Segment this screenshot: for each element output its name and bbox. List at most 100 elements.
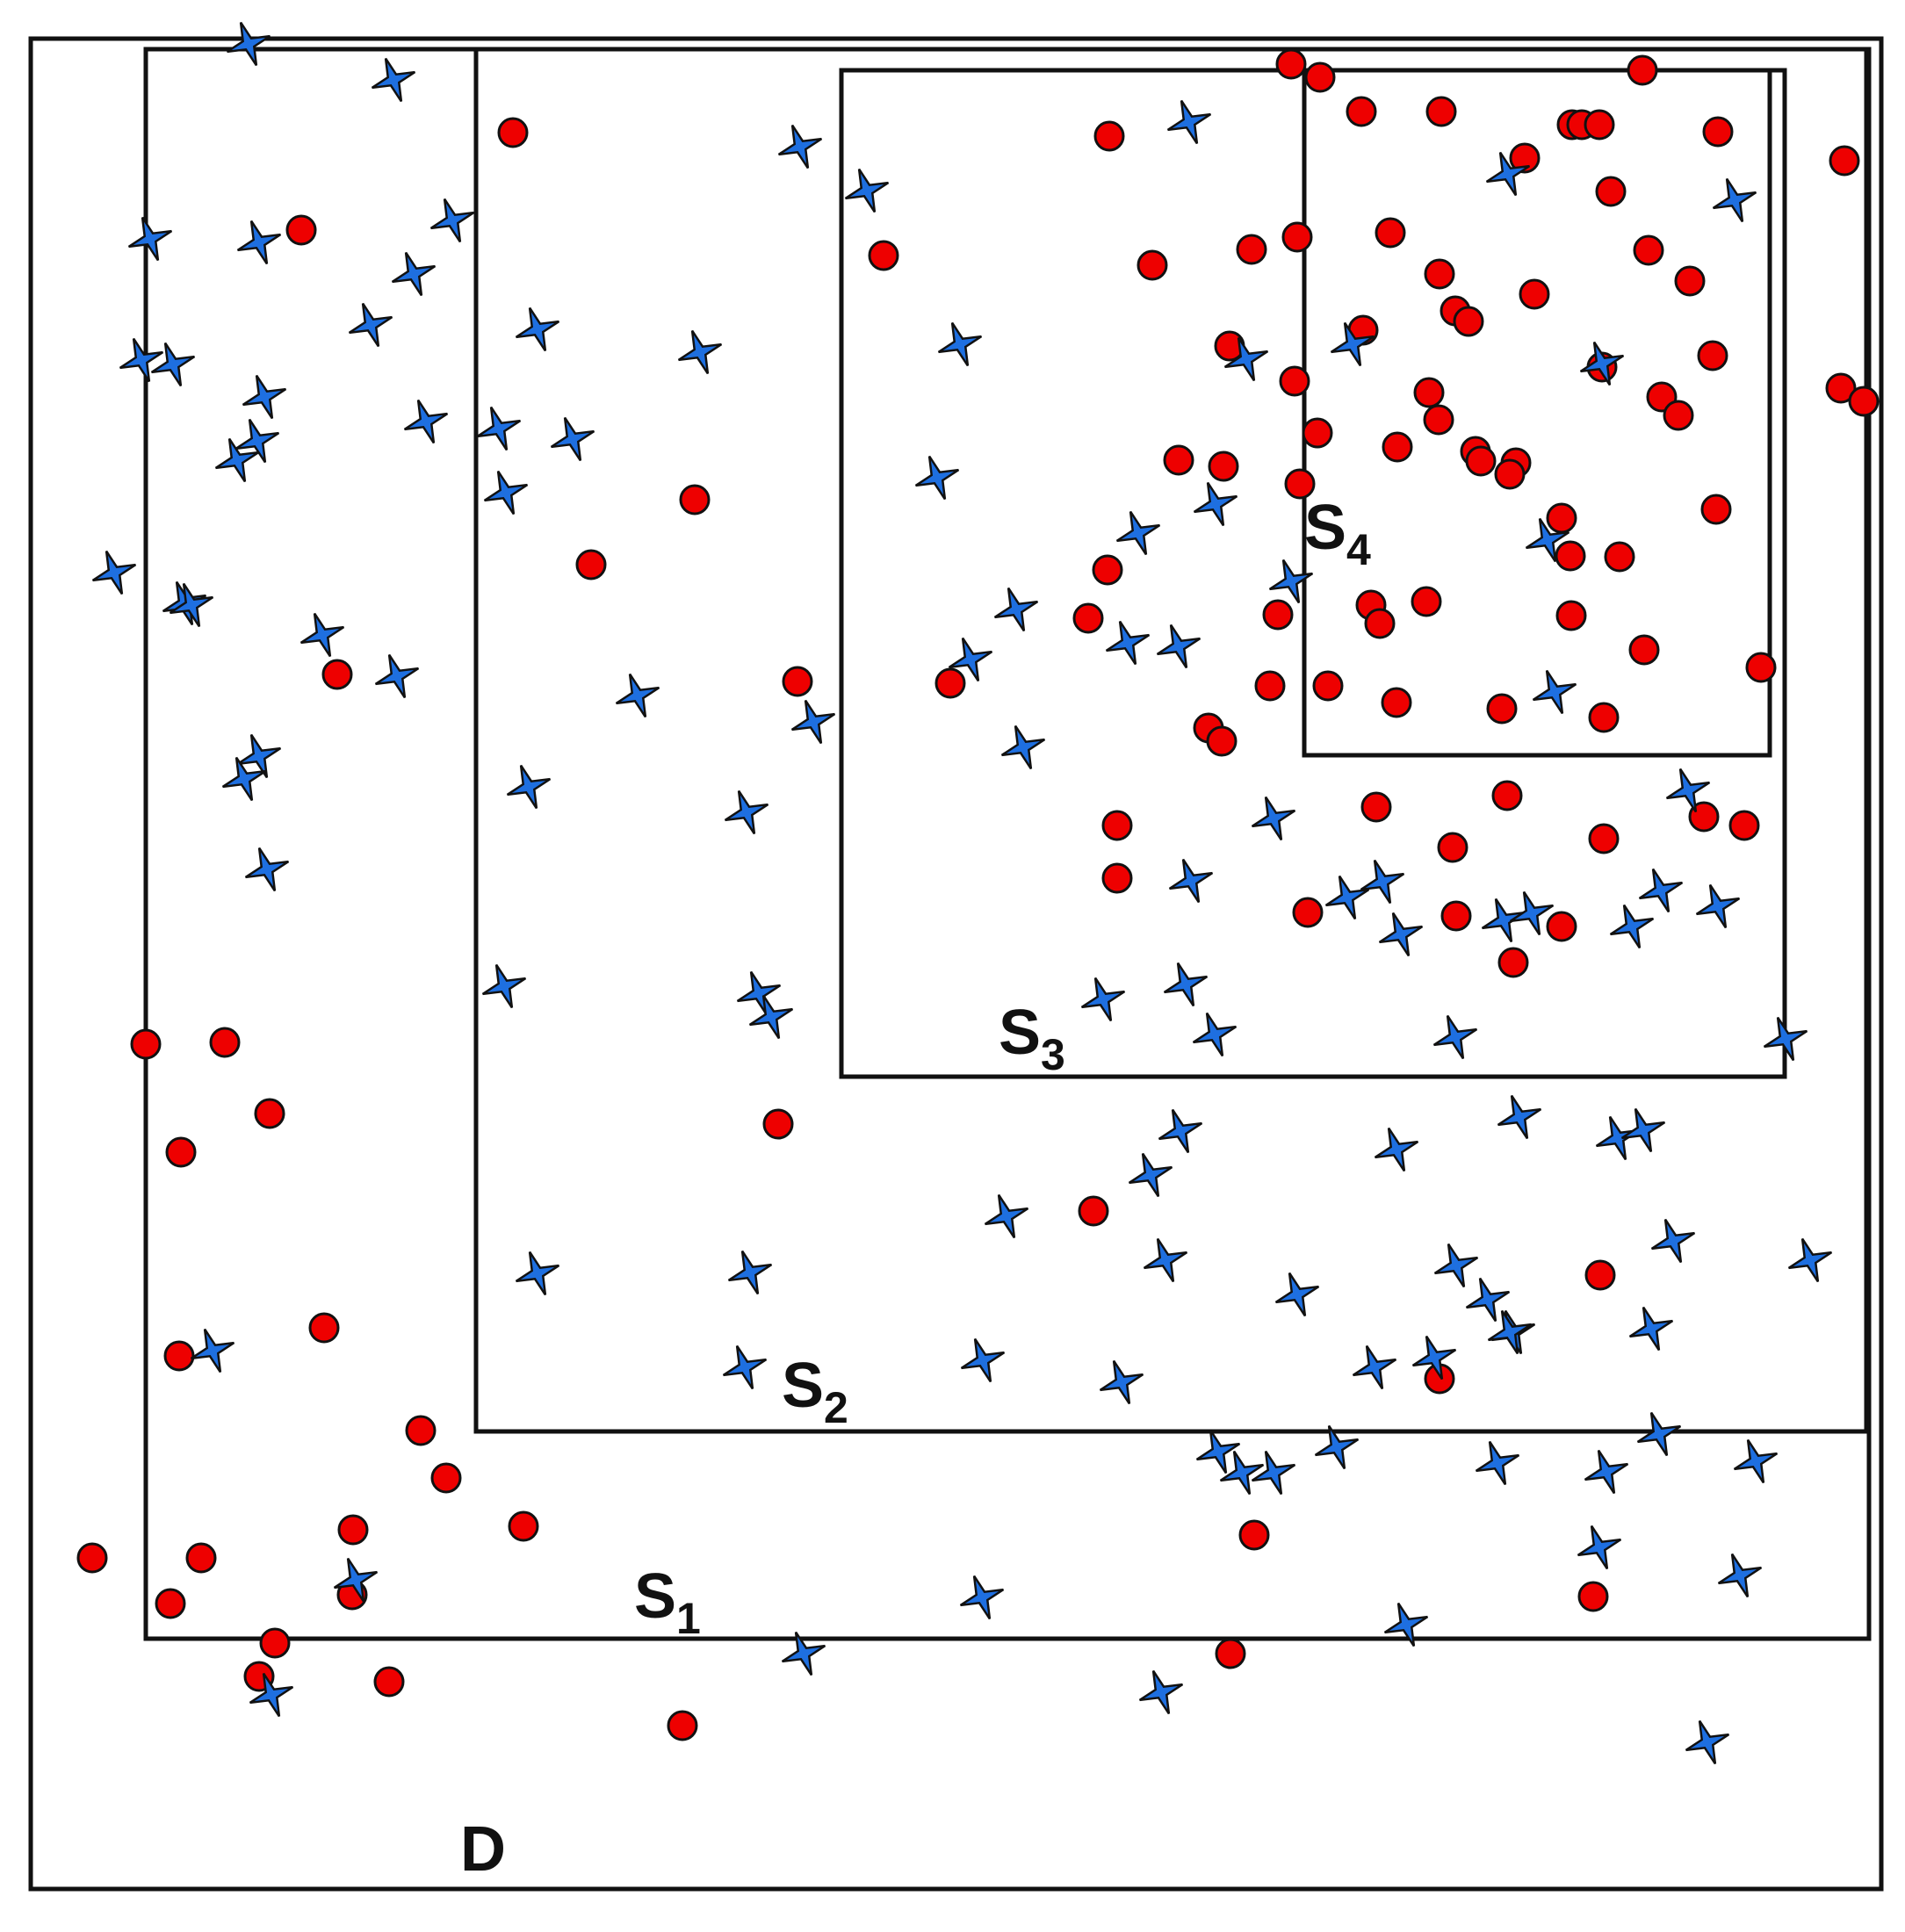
star-marker (1158, 1108, 1203, 1154)
circle-marker (1546, 911, 1577, 942)
circle-marker (1284, 468, 1316, 500)
star-marker (1192, 1012, 1238, 1057)
circle-marker (1382, 431, 1413, 463)
circle-marker (934, 667, 966, 699)
star-marker (391, 251, 437, 297)
star-marker (727, 1250, 773, 1295)
star-marker (1251, 796, 1296, 841)
star-marker (984, 1193, 1029, 1239)
star-marker (1579, 341, 1625, 386)
star-marker (844, 168, 890, 213)
circle-marker (308, 1312, 340, 1344)
star-marker (748, 994, 794, 1040)
star-marker (1314, 1424, 1360, 1470)
circle-marker (1509, 142, 1541, 174)
star-marker (127, 216, 173, 262)
star-marker (1168, 858, 1214, 904)
circle-marker (185, 1542, 217, 1574)
star-marker (1411, 1335, 1457, 1381)
star-marker (960, 1337, 1006, 1383)
star-marker (1163, 962, 1209, 1007)
circle-marker (1101, 862, 1133, 894)
star-marker (1665, 768, 1711, 813)
circle-marker (1702, 116, 1734, 148)
star-marker (1628, 1306, 1674, 1352)
region-d (28, 36, 1884, 1892)
circle-marker (1465, 445, 1497, 477)
label-s1: S1 (634, 1561, 701, 1643)
circle-marker (1497, 947, 1529, 978)
star-marker (1219, 1450, 1265, 1496)
circle-marker (430, 1462, 462, 1494)
star-marker (483, 470, 529, 515)
circle-marker (1360, 791, 1392, 823)
star-marker (1352, 1344, 1397, 1390)
star-marker (226, 21, 271, 67)
star-marker (1223, 336, 1269, 382)
circle-marker (575, 549, 607, 580)
star-marker (1717, 1553, 1763, 1598)
circle-marker (76, 1542, 108, 1574)
star-marker (1360, 859, 1405, 905)
circle-marker (1628, 634, 1660, 666)
circle-marker (1555, 540, 1586, 572)
circle-marker (1829, 145, 1860, 177)
circle-marker (165, 1136, 197, 1168)
circle-marker (1413, 377, 1445, 408)
circle-marker (254, 1098, 285, 1129)
star-marker (550, 416, 595, 462)
circle-marker (405, 1415, 437, 1446)
star-marker (1128, 1152, 1173, 1198)
star-marker (1509, 890, 1555, 936)
region-s2 (473, 47, 1869, 1434)
star-marker (403, 399, 449, 444)
label-d: D (460, 1814, 506, 1885)
star-marker (1195, 1429, 1241, 1474)
circle-marker (1728, 810, 1760, 841)
circle-marker (1411, 586, 1442, 617)
circle-marker (1206, 725, 1238, 757)
star-marker (515, 306, 560, 352)
circle-marker (1238, 1519, 1270, 1551)
star-marker (1481, 898, 1526, 943)
star-marker (1577, 1525, 1622, 1570)
star-marker (1193, 481, 1238, 527)
star-marker (677, 329, 723, 375)
star-marker (1620, 1107, 1666, 1153)
star-marker (1532, 669, 1577, 715)
circle-marker (1281, 221, 1313, 253)
star-marker (1105, 620, 1151, 666)
star-marker (119, 337, 164, 383)
circle-marker (1375, 217, 1406, 249)
star-marker (1374, 1127, 1419, 1172)
circle-marker (155, 1588, 186, 1619)
circle-marker (1584, 1259, 1616, 1291)
points-layer (76, 21, 1880, 1765)
star-marker (190, 1328, 235, 1373)
circle-marker (1346, 96, 1377, 127)
circle-marker (1163, 444, 1194, 476)
circle-marker (1491, 780, 1523, 811)
star-marker (506, 764, 552, 810)
circle-marker (1078, 1195, 1109, 1227)
star-marker (1432, 1014, 1478, 1060)
circle-marker (1137, 249, 1168, 281)
circle-marker (1688, 801, 1720, 833)
star-marker (1156, 624, 1201, 669)
star-marker (1487, 1309, 1533, 1355)
circle-marker (1304, 61, 1336, 93)
star-marker (1497, 1094, 1542, 1140)
star-marker (1378, 912, 1424, 957)
star-marker (476, 406, 522, 451)
circle-marker (1584, 109, 1615, 141)
star-marker (1143, 1237, 1188, 1283)
star-marker (937, 321, 983, 367)
star-marker (481, 963, 527, 1009)
circle-marker (1381, 687, 1412, 718)
circle-marker (1208, 451, 1239, 482)
star-marker (242, 374, 287, 420)
star-marker (91, 550, 137, 595)
star-marker (1251, 1450, 1296, 1496)
star-marker (1650, 1218, 1696, 1264)
circle-marker (1093, 120, 1125, 152)
